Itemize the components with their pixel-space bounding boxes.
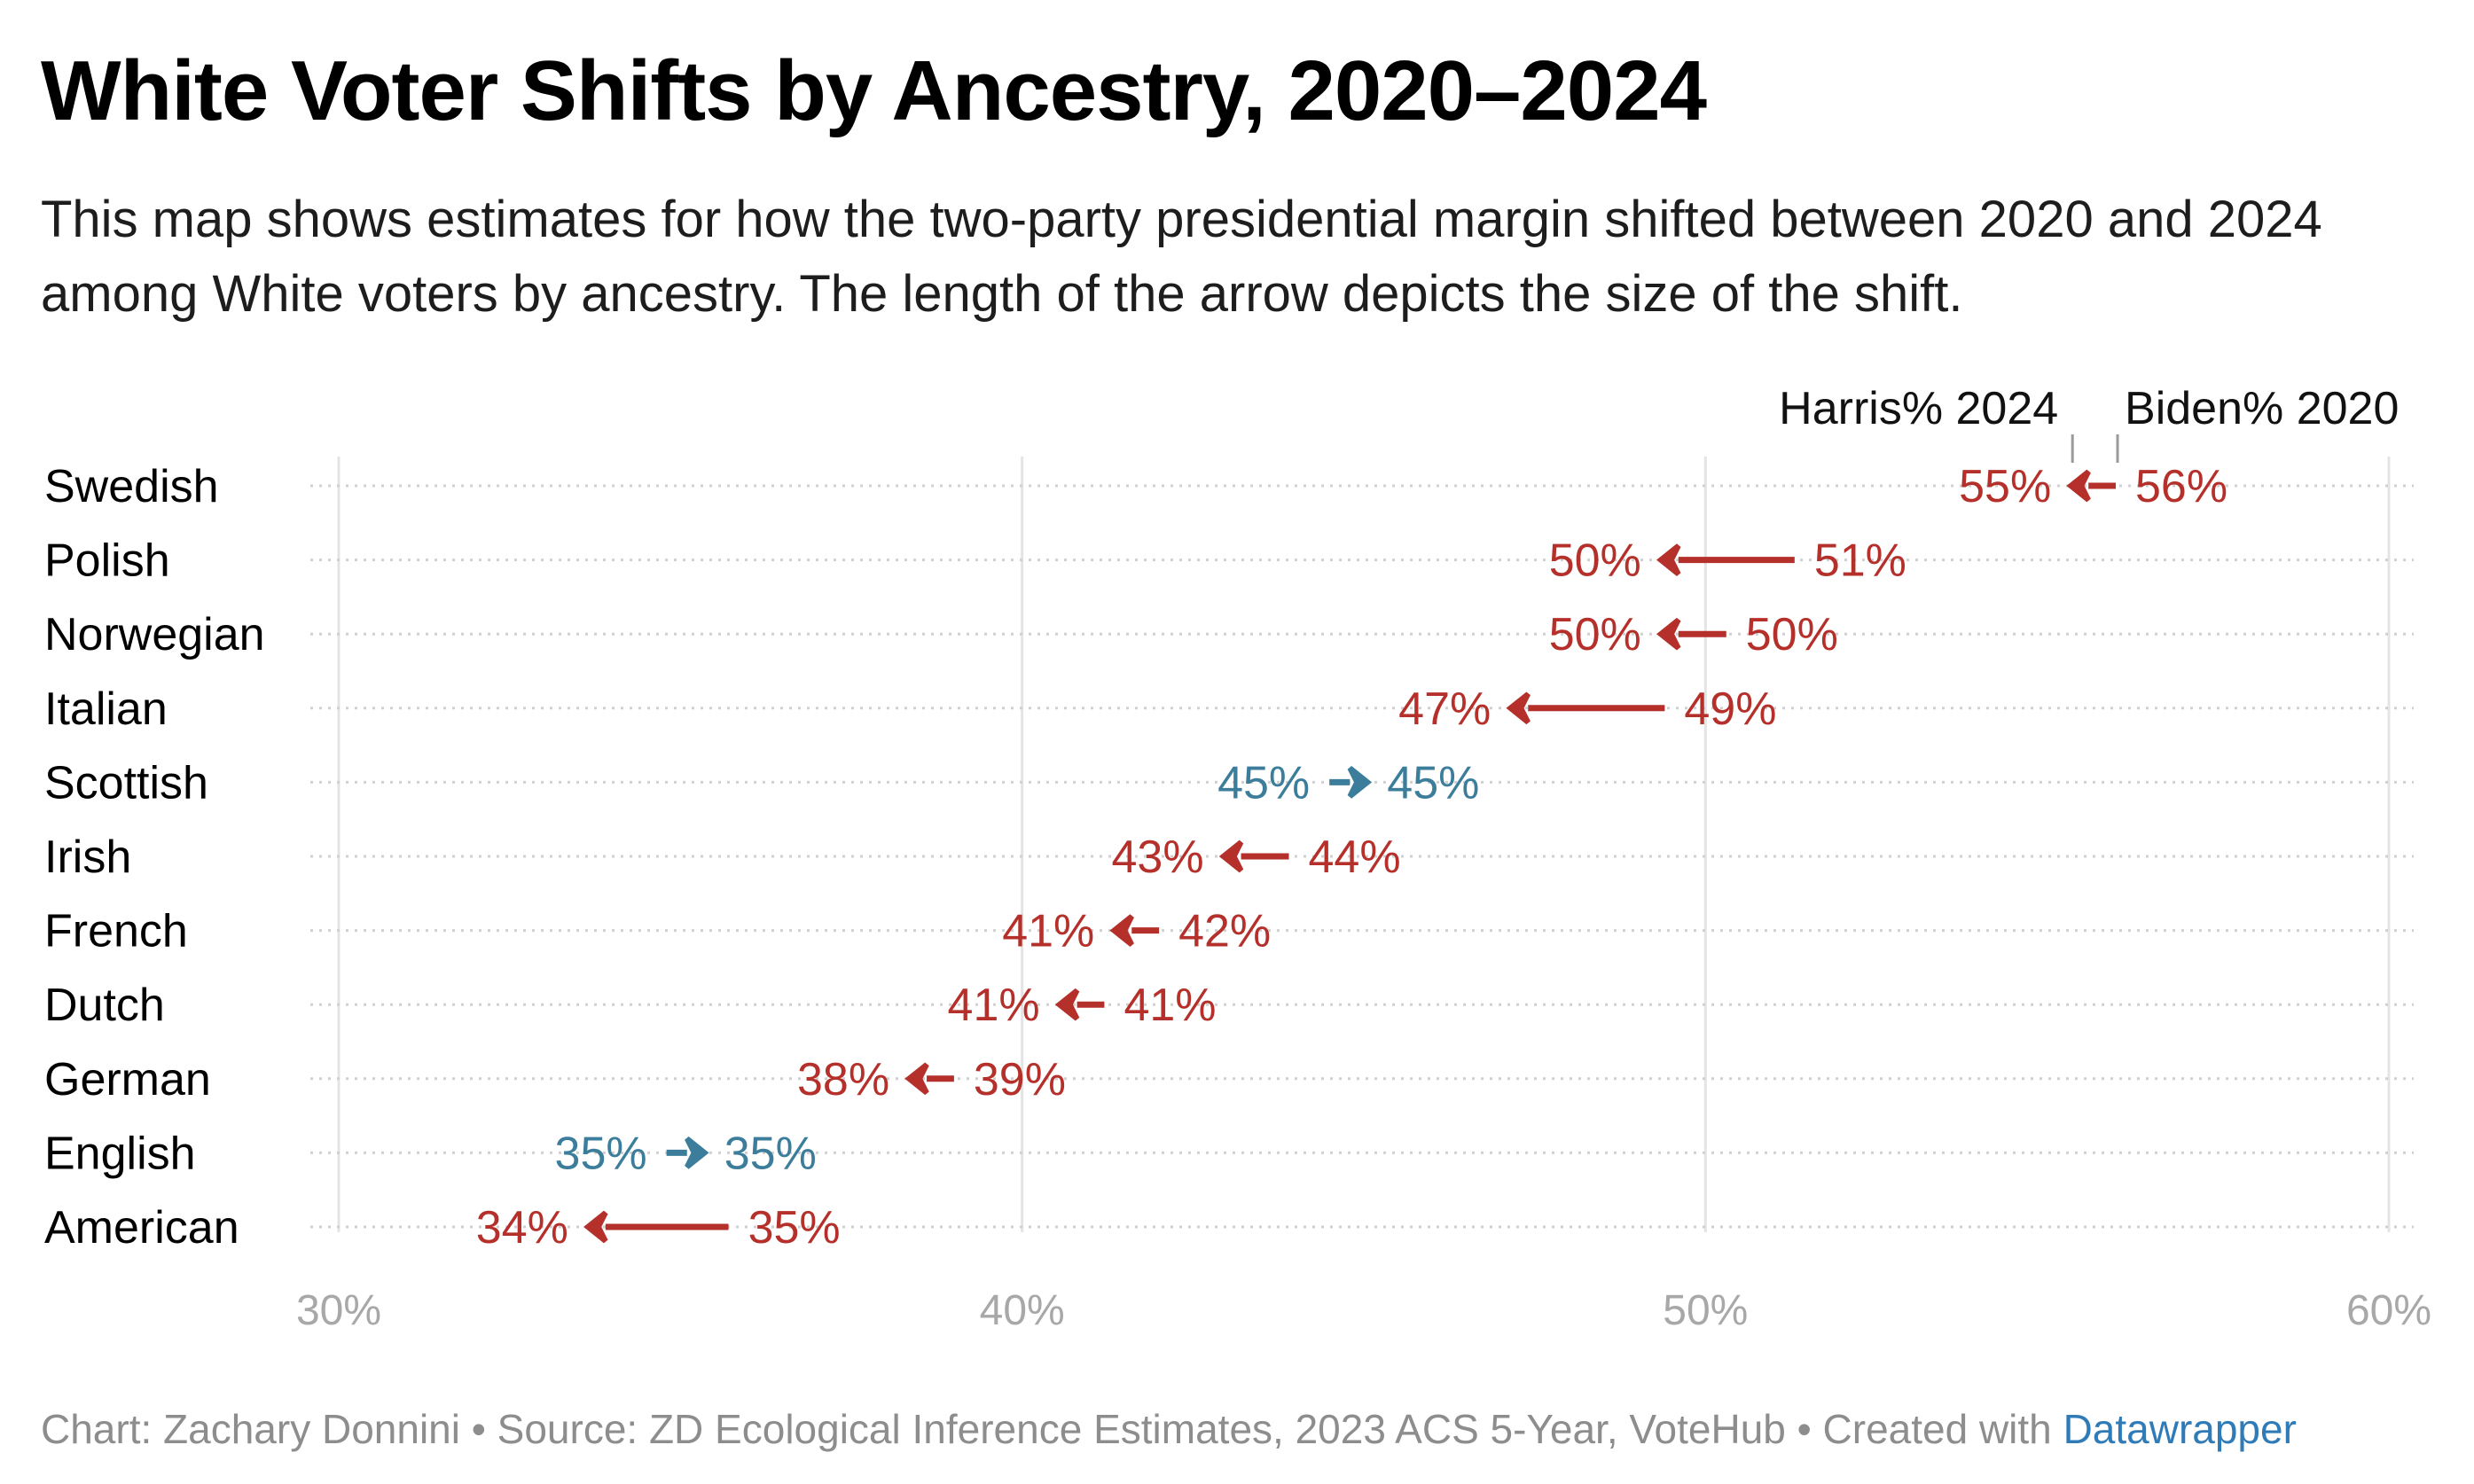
arrow-head: [1347, 766, 1373, 799]
x-axis-ticks: 30% 40% 50% 60%: [296, 1287, 2431, 1334]
arrow-head: [1109, 914, 1134, 947]
value-label-right: 44%: [1309, 832, 1401, 883]
category-label: German: [44, 1054, 211, 1105]
legend: Harris% 2024 Biden% 2020: [1779, 383, 2399, 463]
legend-start-label: Biden% 2020: [2125, 383, 2399, 434]
arrow-head: [1656, 617, 1681, 651]
arrow-head: [904, 1062, 929, 1096]
gridlines: [337, 457, 2391, 1232]
legend-end-label: Harris% 2024: [1779, 383, 2058, 434]
category-label: Scottish: [44, 757, 208, 808]
category-label: Dutch: [44, 980, 165, 1031]
category-label: Polish: [44, 535, 170, 587]
value-label-right: 42%: [1178, 906, 1271, 957]
category-label: American: [44, 1202, 239, 1254]
value-label-left: 55%: [1959, 461, 2051, 512]
x-tick-label: 50%: [1663, 1287, 1748, 1334]
value-label-right: 50%: [1746, 609, 1838, 660]
value-label-left: 41%: [1002, 906, 1094, 957]
value-label-right: 56%: [2135, 461, 2227, 512]
category-label: French: [44, 906, 188, 957]
value-label-left: 47%: [1398, 683, 1491, 735]
arrow-chart: Swedish Polish Norwegian Italian Scottish Iri…: [44, 383, 2431, 1334]
category-labels: Swedish Polish Norwegian Italian Scottish Iri…: [44, 461, 265, 1254]
arrow-head: [1656, 543, 1681, 576]
datawrapper-link[interactable]: Datawrapper: [2063, 1406, 2297, 1452]
arrow-head: [583, 1210, 608, 1244]
x-tick-label: 30%: [296, 1287, 381, 1334]
arrow-marks: 55% 56% 50% 51% 50% 50% 47% 49% 45% 45% 43% 44% 41% 4…: [476, 461, 2227, 1254]
value-label-left: 41%: [948, 980, 1040, 1031]
value-label-left: 50%: [1549, 609, 1641, 660]
category-label: Irish: [44, 832, 131, 883]
x-tick-label: 60%: [2346, 1287, 2431, 1334]
chart-subtitle: This map shows estimates for how the two…: [41, 191, 2322, 323]
x-tick-label: 40%: [980, 1287, 1065, 1334]
value-label-right: 45%: [1387, 757, 1479, 808]
value-label-right: 35%: [748, 1202, 841, 1254]
value-label-right: 49%: [1684, 683, 1776, 735]
value-label-left: 50%: [1549, 535, 1641, 587]
value-label-left: 38%: [797, 1054, 889, 1105]
value-label-left: 34%: [476, 1202, 568, 1254]
value-label-right: 41%: [1123, 980, 1216, 1031]
arrow-head: [1506, 691, 1531, 725]
value-label-right: 51%: [1814, 535, 1906, 587]
arrow-head: [1218, 840, 1244, 873]
chart-footer: Chart: Zachary Donnini • Source: ZD Ecol…: [41, 1405, 2297, 1453]
value-label-left: 43%: [1111, 832, 1203, 883]
arrow-head: [1054, 988, 1080, 1021]
arrow-head: [685, 1136, 709, 1169]
category-label: English: [44, 1128, 196, 1179]
value-label-right: 39%: [974, 1054, 1066, 1105]
category-label: Swedish: [44, 461, 219, 512]
category-label: Norwegian: [44, 609, 265, 660]
value-label-right: 35%: [724, 1128, 817, 1179]
chart-title: White Voter Shifts by Ancestry, 2020–202…: [41, 43, 1707, 138]
footer-credit: Chart: Zachary Donnini • Source: ZD Ecol…: [41, 1406, 2063, 1452]
category-label: Italian: [44, 683, 168, 735]
value-label-left: 45%: [1217, 757, 1310, 808]
arrow-head: [2066, 469, 2091, 503]
value-label-left: 35%: [555, 1128, 647, 1179]
